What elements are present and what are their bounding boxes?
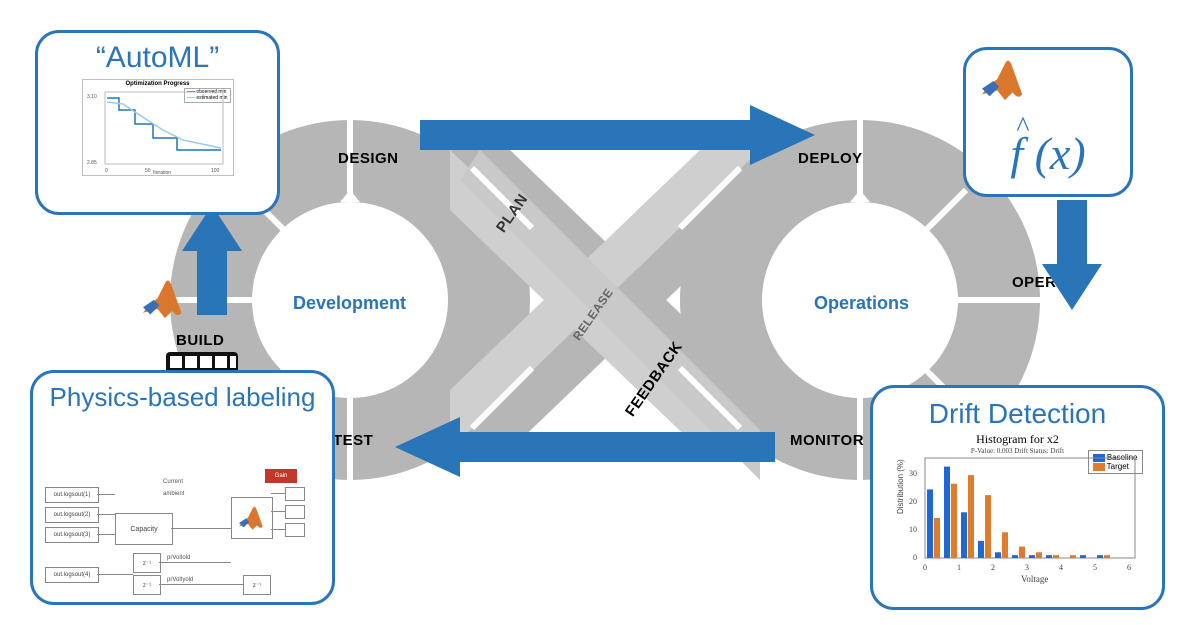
sim-o2 <box>285 505 305 519</box>
svg-text:3.10: 3.10 <box>87 94 97 100</box>
drift-xlabel: Voltage <box>1021 574 1048 584</box>
automl-title: “AutoML” <box>52 41 263 75</box>
matlab-icon <box>141 278 187 320</box>
sim-capacity: Capacity <box>115 513 173 545</box>
matlab-icon <box>980 58 1028 102</box>
arrow-design-to-deploy <box>420 103 820 167</box>
arrow-build-to-automl <box>180 205 244 315</box>
drift-chart: Histogram for x2 P-Value: 0.003 Drift St… <box>893 432 1143 582</box>
sim-pc: prVoltyold <box>167 577 193 583</box>
automl-mini-chart: Optimization Progress observed min estim… <box>82 79 234 176</box>
sim-o1 <box>285 487 305 501</box>
svg-text:100: 100 <box>211 168 220 174</box>
svg-text:0: 0 <box>105 168 108 174</box>
drift-chart-title: Histogram for x2 <box>893 432 1143 447</box>
sim-o3 <box>285 523 305 537</box>
diagram-root: DESIGN PLAN RELEASE FEEDBACK DEPLOY OPER… <box>0 0 1200 625</box>
sim-pb: prVoltold <box>167 555 190 561</box>
center-label-development: Development <box>293 293 406 314</box>
sim-gain: Gain <box>265 469 297 483</box>
sim-ambient: ambient <box>163 491 184 497</box>
sim-z1: z⁻¹ <box>133 553 161 573</box>
arrow-deploy-to-operate <box>1040 200 1104 310</box>
sim-mdl <box>231 497 273 539</box>
sim-current: Current <box>163 479 183 485</box>
sim-in1: out.logsout(1) <box>45 487 99 503</box>
svg-text:50: 50 <box>145 168 151 174</box>
svg-text:30: 30 <box>909 469 917 478</box>
svg-text:3: 3 <box>1025 563 1029 572</box>
arrow-monitor-to-test <box>395 415 775 479</box>
svg-text:2: 2 <box>991 563 995 572</box>
label-design: DESIGN <box>338 150 399 167</box>
sim-in3: out.logsout(3) <box>45 527 99 543</box>
svg-text:10: 10 <box>909 525 917 534</box>
drift-ylabel: Distribution (%) <box>896 459 905 514</box>
svg-text:1: 1 <box>957 563 961 572</box>
svg-text:4: 4 <box>1059 563 1063 572</box>
physics-title: Physics-based labeling <box>47 383 318 412</box>
drift-title: Drift Detection <box>887 398 1148 430</box>
label-monitor: MONITOR <box>790 432 864 449</box>
sim-in4: out.logsout(4) <box>45 567 99 583</box>
card-fx: ^f (x) <box>963 47 1133 197</box>
label-test: TEST <box>333 432 373 449</box>
card-physics: Physics-based labeling out.logsout(1) ou… <box>30 370 335 605</box>
svg-text:Iteration: Iteration <box>153 170 171 175</box>
svg-text:2.85: 2.85 <box>87 160 97 166</box>
card-drift: Drift Detection Histogram for x2 P-Value… <box>870 385 1165 610</box>
svg-text:6: 6 <box>1127 563 1131 572</box>
physics-sim-diagram: out.logsout(1) out.logsout(2) out.logsou… <box>33 433 332 602</box>
svg-text:20: 20 <box>909 497 917 506</box>
svg-text:0: 0 <box>923 563 927 572</box>
svg-text:0: 0 <box>913 553 917 562</box>
svg-text:5: 5 <box>1093 563 1097 572</box>
sim-z2: z⁻¹ <box>133 575 161 595</box>
center-label-operations: Operations <box>814 293 909 314</box>
fx-equation: ^f (x) <box>966 127 1130 180</box>
sim-z3: z⁻¹ <box>243 575 271 595</box>
card-automl: “AutoML” Optimization Progress observed … <box>35 30 280 215</box>
sim-in2: out.logsout(2) <box>45 507 99 523</box>
